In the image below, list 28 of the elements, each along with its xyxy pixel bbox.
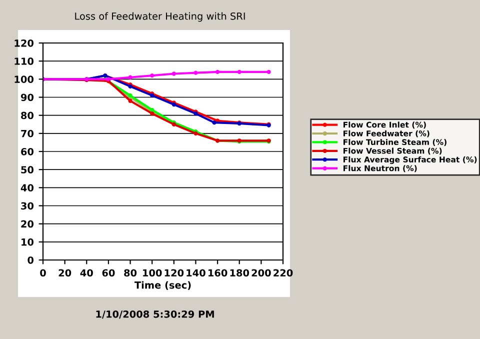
x-tick-label: 60 [102,269,115,277]
x-tick-label: 80 [124,269,137,277]
y-tick-label: 80 [21,112,34,120]
x-tick-label: 200 [252,269,271,277]
y-tick-label: 0 [28,256,34,264]
y-tick-label: 20 [21,220,34,228]
y-tick-label: 30 [21,202,34,210]
chart-title: Loss of Feedwater Heating with SRI [75,12,245,22]
x-tick-label: 220 [274,269,293,277]
x-tick-label: 40 [80,269,93,277]
y-tick-label: 110 [14,58,34,65]
x-tick-label: 100 [143,269,162,277]
y-tick-label: 40 [20,184,34,192]
y-tick-label: 10 [22,238,34,246]
x-tick-label: 0 [40,269,46,277]
x-tick-label: 140 [186,269,206,277]
x-tick-label: 120 [164,269,184,277]
text: 1/10/2008 5:30:29 PM [96,310,214,319]
y-tick-label: 90 [20,94,34,102]
y-tick-label: 50 [21,166,34,174]
x-tick-label: 180 [230,269,250,277]
x-tick-label: 160 [208,269,228,277]
y-tick-label: 120 [14,39,34,47]
y-tick-label: 70 [21,130,34,138]
x-axis-title: Time (sec) [134,281,191,290]
y-tick-label: 100 [14,76,34,83]
x-tick-label: 20 [58,269,72,277]
y-tick-label: 60 [21,148,34,156]
